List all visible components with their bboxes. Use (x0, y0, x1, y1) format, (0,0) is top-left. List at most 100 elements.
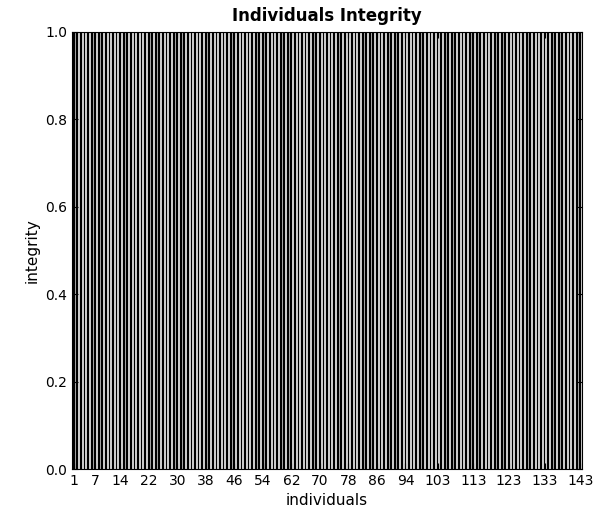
Bar (294, 32, 296, 469)
Bar (248, 32, 250, 469)
Bar (323, 32, 325, 469)
Bar (461, 32, 463, 469)
Bar (512, 32, 514, 469)
Bar (490, 32, 492, 469)
Bar (144, 32, 146, 469)
Bar (554, 32, 556, 469)
Bar (355, 32, 356, 469)
Bar (176, 32, 178, 469)
Bar (187, 32, 189, 469)
Bar (223, 32, 224, 469)
Bar (109, 32, 110, 469)
Bar (394, 32, 395, 469)
Bar (83, 32, 85, 469)
Bar (508, 32, 510, 469)
Bar (469, 32, 470, 469)
Bar (501, 32, 503, 469)
Bar (362, 32, 364, 469)
Bar (347, 32, 349, 469)
Bar (105, 32, 107, 469)
Bar (312, 32, 314, 469)
Bar (337, 32, 338, 469)
Bar (333, 32, 335, 469)
Bar (184, 32, 185, 469)
Bar (169, 32, 171, 469)
Bar (101, 32, 103, 469)
Bar (162, 32, 164, 469)
Bar (380, 32, 382, 469)
Y-axis label: integrity: integrity (25, 218, 40, 282)
Bar (326, 32, 328, 469)
Bar (80, 32, 82, 469)
Bar (358, 32, 360, 469)
Bar (280, 32, 281, 469)
Bar (526, 32, 527, 469)
Bar (569, 32, 571, 469)
Bar (515, 32, 517, 469)
Bar (580, 32, 581, 469)
Bar (391, 32, 392, 469)
Bar (476, 32, 478, 469)
Bar (94, 32, 96, 469)
Bar (483, 32, 485, 469)
Bar (191, 32, 193, 469)
Bar (565, 32, 567, 469)
Bar (479, 32, 481, 469)
Bar (205, 32, 206, 469)
Bar (440, 32, 442, 469)
Bar (290, 32, 292, 469)
Bar (533, 32, 535, 469)
Bar (448, 32, 449, 469)
Bar (487, 32, 488, 469)
Bar (376, 32, 378, 469)
Bar (572, 32, 574, 469)
Bar (255, 32, 257, 469)
Bar (116, 32, 118, 469)
Bar (201, 32, 203, 469)
Bar (298, 32, 299, 469)
Bar (127, 32, 128, 469)
Bar (123, 32, 125, 469)
Bar (426, 32, 428, 469)
Bar (529, 32, 531, 469)
Bar (444, 32, 446, 469)
Bar (119, 32, 121, 469)
Bar (276, 32, 278, 469)
Bar (344, 32, 346, 469)
Bar (404, 32, 406, 469)
Bar (397, 32, 399, 469)
Bar (544, 32, 545, 469)
Bar (219, 32, 221, 469)
Bar (87, 32, 89, 469)
Bar (369, 32, 371, 469)
Bar (562, 32, 563, 469)
Bar (408, 32, 410, 469)
Bar (458, 32, 460, 469)
Bar (244, 32, 246, 469)
Bar (437, 32, 439, 469)
Bar (265, 32, 267, 469)
Bar (158, 32, 160, 469)
Bar (301, 32, 303, 469)
Bar (536, 32, 538, 469)
Bar (269, 32, 271, 469)
Bar (166, 32, 167, 469)
Bar (137, 32, 139, 469)
Bar (76, 32, 78, 469)
Bar (373, 32, 374, 469)
Bar (340, 32, 342, 469)
Bar (547, 32, 549, 469)
Bar (365, 32, 367, 469)
X-axis label: individuals: individuals (286, 493, 368, 509)
Bar (208, 32, 210, 469)
Title: Individuals Integrity: Individuals Integrity (232, 6, 422, 25)
Bar (259, 32, 260, 469)
Bar (455, 32, 456, 469)
Bar (433, 32, 435, 469)
Bar (140, 32, 142, 469)
Bar (262, 32, 263, 469)
Bar (319, 32, 321, 469)
Bar (241, 32, 242, 469)
Bar (251, 32, 253, 469)
Bar (430, 32, 431, 469)
